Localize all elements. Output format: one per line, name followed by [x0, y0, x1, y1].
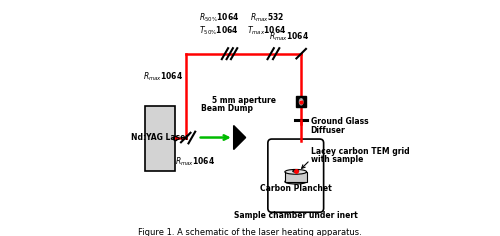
Text: $T_{max}$1064: $T_{max}$1064 [248, 25, 286, 37]
Text: Beam Dump: Beam Dump [201, 104, 253, 113]
Text: Sample chamber under inert: Sample chamber under inert [234, 211, 358, 220]
Bar [296, 96, 306, 107]
Ellipse shape [292, 170, 299, 172]
Text: $R_{max}$1064: $R_{max}$1064 [143, 70, 183, 83]
Ellipse shape [300, 99, 303, 105]
Text: $T_{50\%}$1064: $T_{50\%}$1064 [200, 25, 239, 37]
Text: 5 mm aperture: 5 mm aperture [212, 96, 276, 105]
Ellipse shape [285, 169, 306, 174]
Text: with sample: with sample [310, 156, 363, 164]
Text: $R_{50\%}$1064: $R_{50\%}$1064 [199, 12, 239, 24]
FancyBboxPatch shape [268, 139, 324, 212]
Text: Carbon Planchet: Carbon Planchet [260, 184, 332, 193]
Ellipse shape [285, 179, 306, 184]
Text: Nd:YAG Laser: Nd:YAG Laser [131, 133, 189, 142]
Text: $R_{max}$1064: $R_{max}$1064 [268, 30, 308, 43]
Text: Diffuser: Diffuser [310, 126, 346, 135]
Text: Ground Glass: Ground Glass [310, 117, 368, 126]
Text: $R_{max}$1064: $R_{max}$1064 [175, 155, 215, 168]
FancyBboxPatch shape [146, 106, 175, 171]
Text: Lacey carbon TEM grid: Lacey carbon TEM grid [310, 147, 409, 156]
Text: $R_{max}$532: $R_{max}$532 [250, 12, 284, 24]
Polygon shape [234, 126, 245, 149]
Bar [285, 172, 306, 182]
Text: Figure 1. A schematic of the laser heating apparatus.: Figure 1. A schematic of the laser heati… [138, 228, 362, 236]
